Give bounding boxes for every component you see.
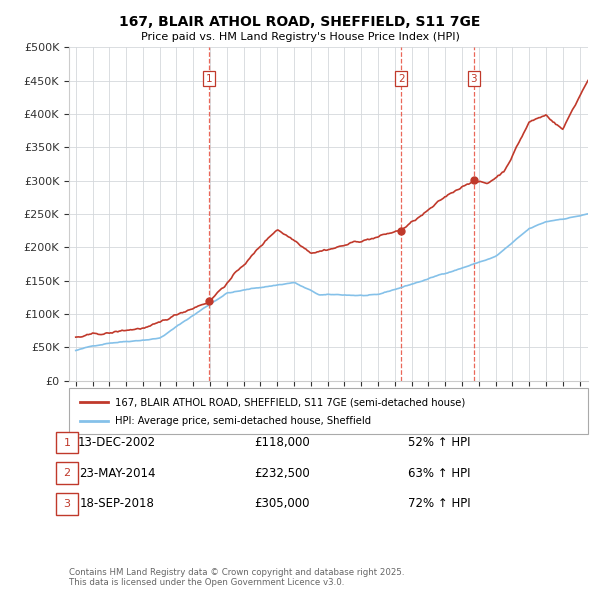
Text: 18-SEP-2018: 18-SEP-2018 [80, 497, 154, 510]
Text: 13-DEC-2002: 13-DEC-2002 [78, 436, 156, 449]
Text: 63% ↑ HPI: 63% ↑ HPI [408, 467, 470, 480]
Text: Price paid vs. HM Land Registry's House Price Index (HPI): Price paid vs. HM Land Registry's House … [140, 32, 460, 42]
Text: 23-MAY-2014: 23-MAY-2014 [79, 467, 155, 480]
Text: HPI: Average price, semi-detached house, Sheffield: HPI: Average price, semi-detached house,… [115, 416, 371, 425]
Text: £118,000: £118,000 [254, 436, 310, 449]
Text: Contains HM Land Registry data © Crown copyright and database right 2025.
This d: Contains HM Land Registry data © Crown c… [69, 568, 404, 587]
Text: 52% ↑ HPI: 52% ↑ HPI [408, 436, 470, 449]
Text: 2: 2 [64, 468, 70, 478]
Text: 2: 2 [398, 74, 405, 84]
Text: 72% ↑ HPI: 72% ↑ HPI [408, 497, 470, 510]
Text: £305,000: £305,000 [254, 497, 310, 510]
Text: 167, BLAIR ATHOL ROAD, SHEFFIELD, S11 7GE: 167, BLAIR ATHOL ROAD, SHEFFIELD, S11 7G… [119, 15, 481, 29]
Text: 3: 3 [64, 499, 70, 509]
Text: 1: 1 [206, 74, 213, 84]
Text: 167, BLAIR ATHOL ROAD, SHEFFIELD, S11 7GE (semi-detached house): 167, BLAIR ATHOL ROAD, SHEFFIELD, S11 7G… [115, 398, 466, 407]
Text: £232,500: £232,500 [254, 467, 310, 480]
Text: 3: 3 [470, 74, 477, 84]
Text: 1: 1 [64, 438, 70, 447]
